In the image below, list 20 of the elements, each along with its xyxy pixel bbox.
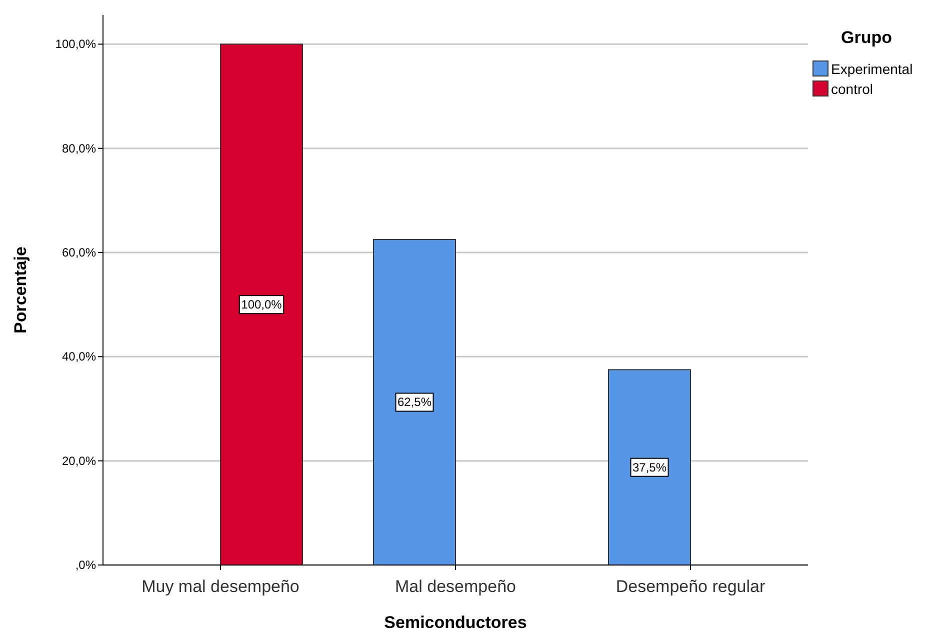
y-tick-label: 60,0% [62,246,96,260]
x-tick-label: Mal desempeño [395,577,516,596]
bar [220,44,303,566]
legend-label: control [831,81,874,97]
data-label: 37,5% [632,460,667,474]
data-label: 62,5% [397,395,432,410]
y-tick-label: 40,0% [62,350,96,364]
legend-label: Experimental [831,61,913,77]
y-tick-label: 100,0% [55,37,96,52]
x-tick-label: Muy mal desempeño [142,577,300,596]
y-axis-title: Porcentaje [11,246,30,334]
y-tick-label: 20,0% [62,454,96,468]
legend-title: Grupo [841,28,892,47]
y-tick-label: ,0% [75,558,96,572]
data-label: 100,0% [241,298,282,312]
bar [608,369,691,566]
x-tick-label: Desempeño regular [616,577,766,596]
x-axis-title: Semiconductores [384,613,527,632]
bar [373,238,456,566]
y-tick-label: 80,0% [62,141,96,156]
